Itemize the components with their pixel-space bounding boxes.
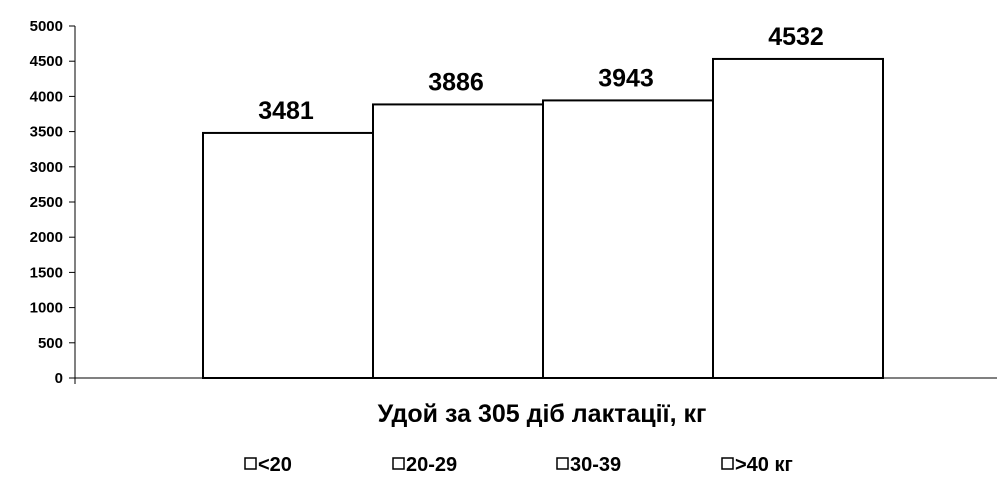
bar xyxy=(712,57,884,379)
y-tick-label: 1500 xyxy=(30,264,63,281)
legend-entry: <20 xyxy=(258,454,292,476)
legend-swatch xyxy=(392,457,405,470)
y-tick-label: 3500 xyxy=(30,124,63,141)
y-tick-label: 2000 xyxy=(30,229,63,246)
y-tick-label: 1000 xyxy=(30,300,63,317)
legend-entry: 30-39 xyxy=(570,454,621,476)
data-labels-group: 3481 3886 3943 4532 xyxy=(258,23,824,125)
y-axis-ticks: 0 500 1000 1500 2000 2500 3000 3500 4000 4500 5000 xyxy=(30,18,75,387)
x-axis-title: Удой за 305 діб лактації, кг xyxy=(378,400,707,428)
y-tick-label: 4500 xyxy=(30,53,63,70)
axes-group xyxy=(74,26,997,384)
legend-entry: 20-29 xyxy=(406,454,457,476)
bar xyxy=(202,131,374,379)
y-tick-label: 0 xyxy=(55,370,63,387)
data-label: 3481 xyxy=(258,97,314,125)
y-tick-label: 2500 xyxy=(30,194,63,211)
data-label: 3886 xyxy=(428,68,484,96)
legend-swatch xyxy=(556,457,569,470)
bar xyxy=(542,99,714,379)
bars-group xyxy=(202,57,884,379)
bar xyxy=(372,103,544,379)
data-label: 3943 xyxy=(598,64,654,92)
y-tick-label: 4000 xyxy=(30,88,63,105)
legend-swatch xyxy=(721,457,734,470)
y-tick-label: 500 xyxy=(38,335,63,352)
legend-entry: >40 кг xyxy=(735,454,793,476)
data-label: 4532 xyxy=(768,23,824,51)
y-tick-label: 5000 xyxy=(30,18,63,35)
legend-swatch xyxy=(244,457,257,470)
y-tick-label: 3000 xyxy=(30,159,63,176)
legend: <20 20-29 30-39 >40 кг xyxy=(244,454,793,476)
